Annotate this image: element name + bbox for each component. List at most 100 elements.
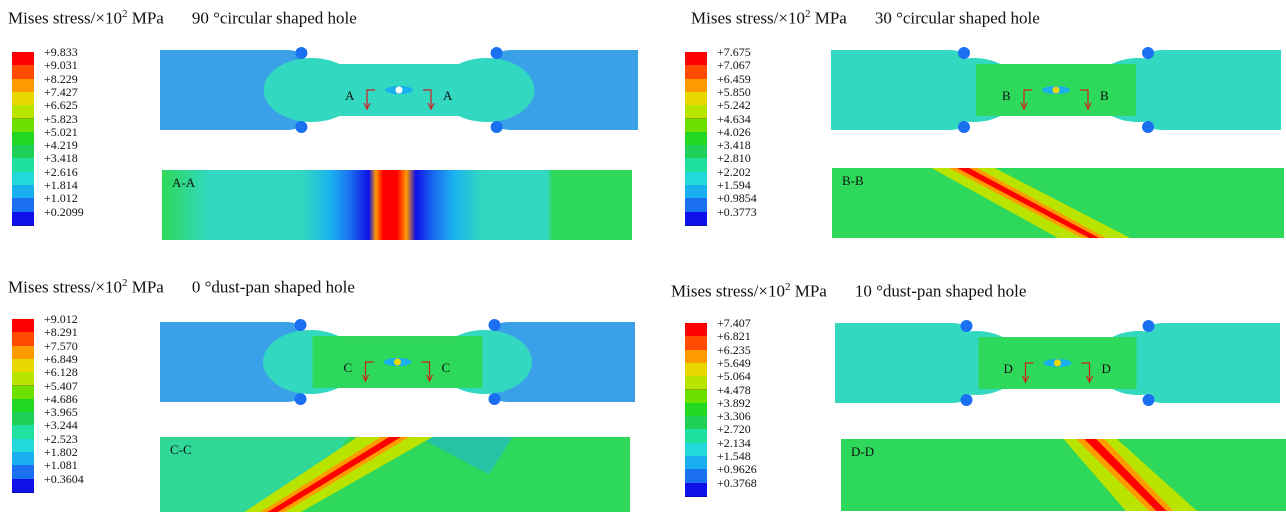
legend-swatch — [12, 171, 34, 186]
legend-value: +6.128 — [44, 365, 78, 380]
hole — [1054, 359, 1061, 367]
legend-value: +9.031 — [44, 58, 78, 73]
corner-accent — [490, 47, 503, 59]
legend-value: +4.219 — [44, 138, 78, 153]
legend-swatch — [12, 385, 34, 400]
section-arrow — [427, 102, 435, 111]
legend-swatch — [12, 345, 34, 360]
section-letter: C — [442, 360, 451, 375]
section-body — [841, 439, 1286, 511]
case-label: 0 °dust-pan shaped hole — [191, 277, 355, 297]
panel-title: Mises stress/×102 MPa 30 °circular shaped… — [691, 8, 1040, 29]
stress-label: Mises stress/×10 — [691, 8, 805, 28]
section-marker — [366, 89, 375, 108]
legend-value: +2.616 — [44, 164, 78, 179]
legend-swatch — [685, 416, 707, 431]
legend-swatch — [685, 336, 707, 351]
section-arrow — [1020, 102, 1028, 111]
legend-swatch — [685, 52, 707, 67]
corner-accent — [294, 319, 307, 331]
legend-swatch — [12, 398, 34, 414]
section-letter: B — [1002, 88, 1011, 103]
legend-swatch — [12, 412, 34, 427]
corner-accent — [294, 393, 307, 405]
legend-swatch — [12, 372, 34, 387]
legend-swatch — [12, 358, 34, 374]
legend-value: +7.427 — [44, 84, 78, 99]
legend-swatch — [685, 429, 707, 444]
legend-swatch — [685, 482, 707, 497]
section-marker — [423, 89, 432, 108]
legend-value: +6.235 — [717, 342, 751, 357]
panel-title: Mises stress/×102 MPa 0 °dust-pan shaped … — [8, 277, 355, 298]
section-letter: A — [345, 88, 355, 103]
legend-value: +2.720 — [717, 422, 751, 437]
legend-swatch — [12, 465, 34, 480]
case-label: 90 °circular shaped hole — [191, 8, 357, 28]
legend-value: +0.9626 — [717, 462, 757, 477]
legend-value: +1.548 — [717, 449, 751, 463]
corner-accent — [958, 47, 970, 59]
legend-swatch — [12, 118, 34, 133]
corner-accent — [1142, 47, 1154, 59]
section-letter: B — [1100, 88, 1109, 103]
legend-value: +7.407 — [717, 316, 751, 330]
hole — [394, 358, 401, 366]
section-letter: D — [1004, 361, 1013, 376]
stress-exponent: 2 — [121, 277, 128, 289]
section-arrow — [363, 102, 371, 111]
corner-accent — [488, 319, 501, 331]
section-arrow — [1084, 102, 1092, 111]
corner-accent — [295, 121, 308, 133]
legend-value: +5.021 — [44, 124, 78, 139]
legend-swatch — [685, 198, 707, 213]
legend-value: +3.418 — [717, 138, 751, 153]
hole — [1052, 86, 1060, 94]
legend-swatch — [685, 442, 707, 457]
section-view: A-A — [162, 170, 632, 240]
legend-value: +6.849 — [44, 351, 78, 366]
section-marker — [421, 361, 431, 380]
legend-value: +7.570 — [44, 338, 78, 353]
legend-value: +9.833 — [44, 45, 78, 59]
legend-value: +2.134 — [717, 435, 751, 450]
legend-value: +0.9854 — [717, 191, 757, 206]
section-marker — [1024, 362, 1034, 381]
panel-10-dustpan: Mises stress/×102 MPa 10 °dust-pan shaped… — [643, 265, 1286, 513]
legend-swatch — [12, 78, 34, 93]
panel-0-dustpan: Mises stress/×102 MPa 0 °dust-pan shaped … — [0, 265, 640, 513]
legend-swatch — [12, 319, 34, 334]
legend-swatch — [12, 91, 34, 107]
legend-swatch — [685, 469, 707, 484]
legend-swatch — [685, 376, 707, 391]
legend-swatch — [12, 438, 34, 453]
legend-swatch — [12, 158, 34, 173]
legend-swatch — [12, 52, 34, 67]
legend-swatch — [12, 145, 34, 160]
stress-band-peak — [957, 168, 1100, 238]
legend-value: +5.407 — [44, 378, 78, 393]
stress-label: Mises stress/×10 — [8, 8, 122, 28]
legend-value: +1.081 — [44, 458, 78, 473]
legend-swatch — [685, 105, 707, 120]
legend-value: +2.202 — [717, 164, 751, 179]
section-label: D-D — [851, 444, 874, 459]
corner-accent — [1142, 320, 1155, 332]
legend-swatch — [685, 389, 707, 404]
legend-value: +3.892 — [717, 395, 751, 410]
panel-30-circular: Mises stress/×102 MPa 30 °circular shaped… — [643, 0, 1286, 250]
legend-value: +8.291 — [44, 325, 78, 340]
section-letter: D — [1102, 361, 1111, 376]
legend-swatch — [685, 131, 707, 147]
legend-swatch — [685, 211, 707, 226]
stress-unit: MPa — [794, 281, 827, 301]
legend-value: +3.244 — [44, 418, 78, 433]
legend-swatch — [12, 425, 34, 440]
legend-swatch — [12, 452, 34, 467]
legend-swatch — [12, 131, 34, 147]
legend-swatch — [12, 332, 34, 347]
corner-accent — [960, 394, 973, 406]
section-view: D-D — [841, 439, 1286, 511]
